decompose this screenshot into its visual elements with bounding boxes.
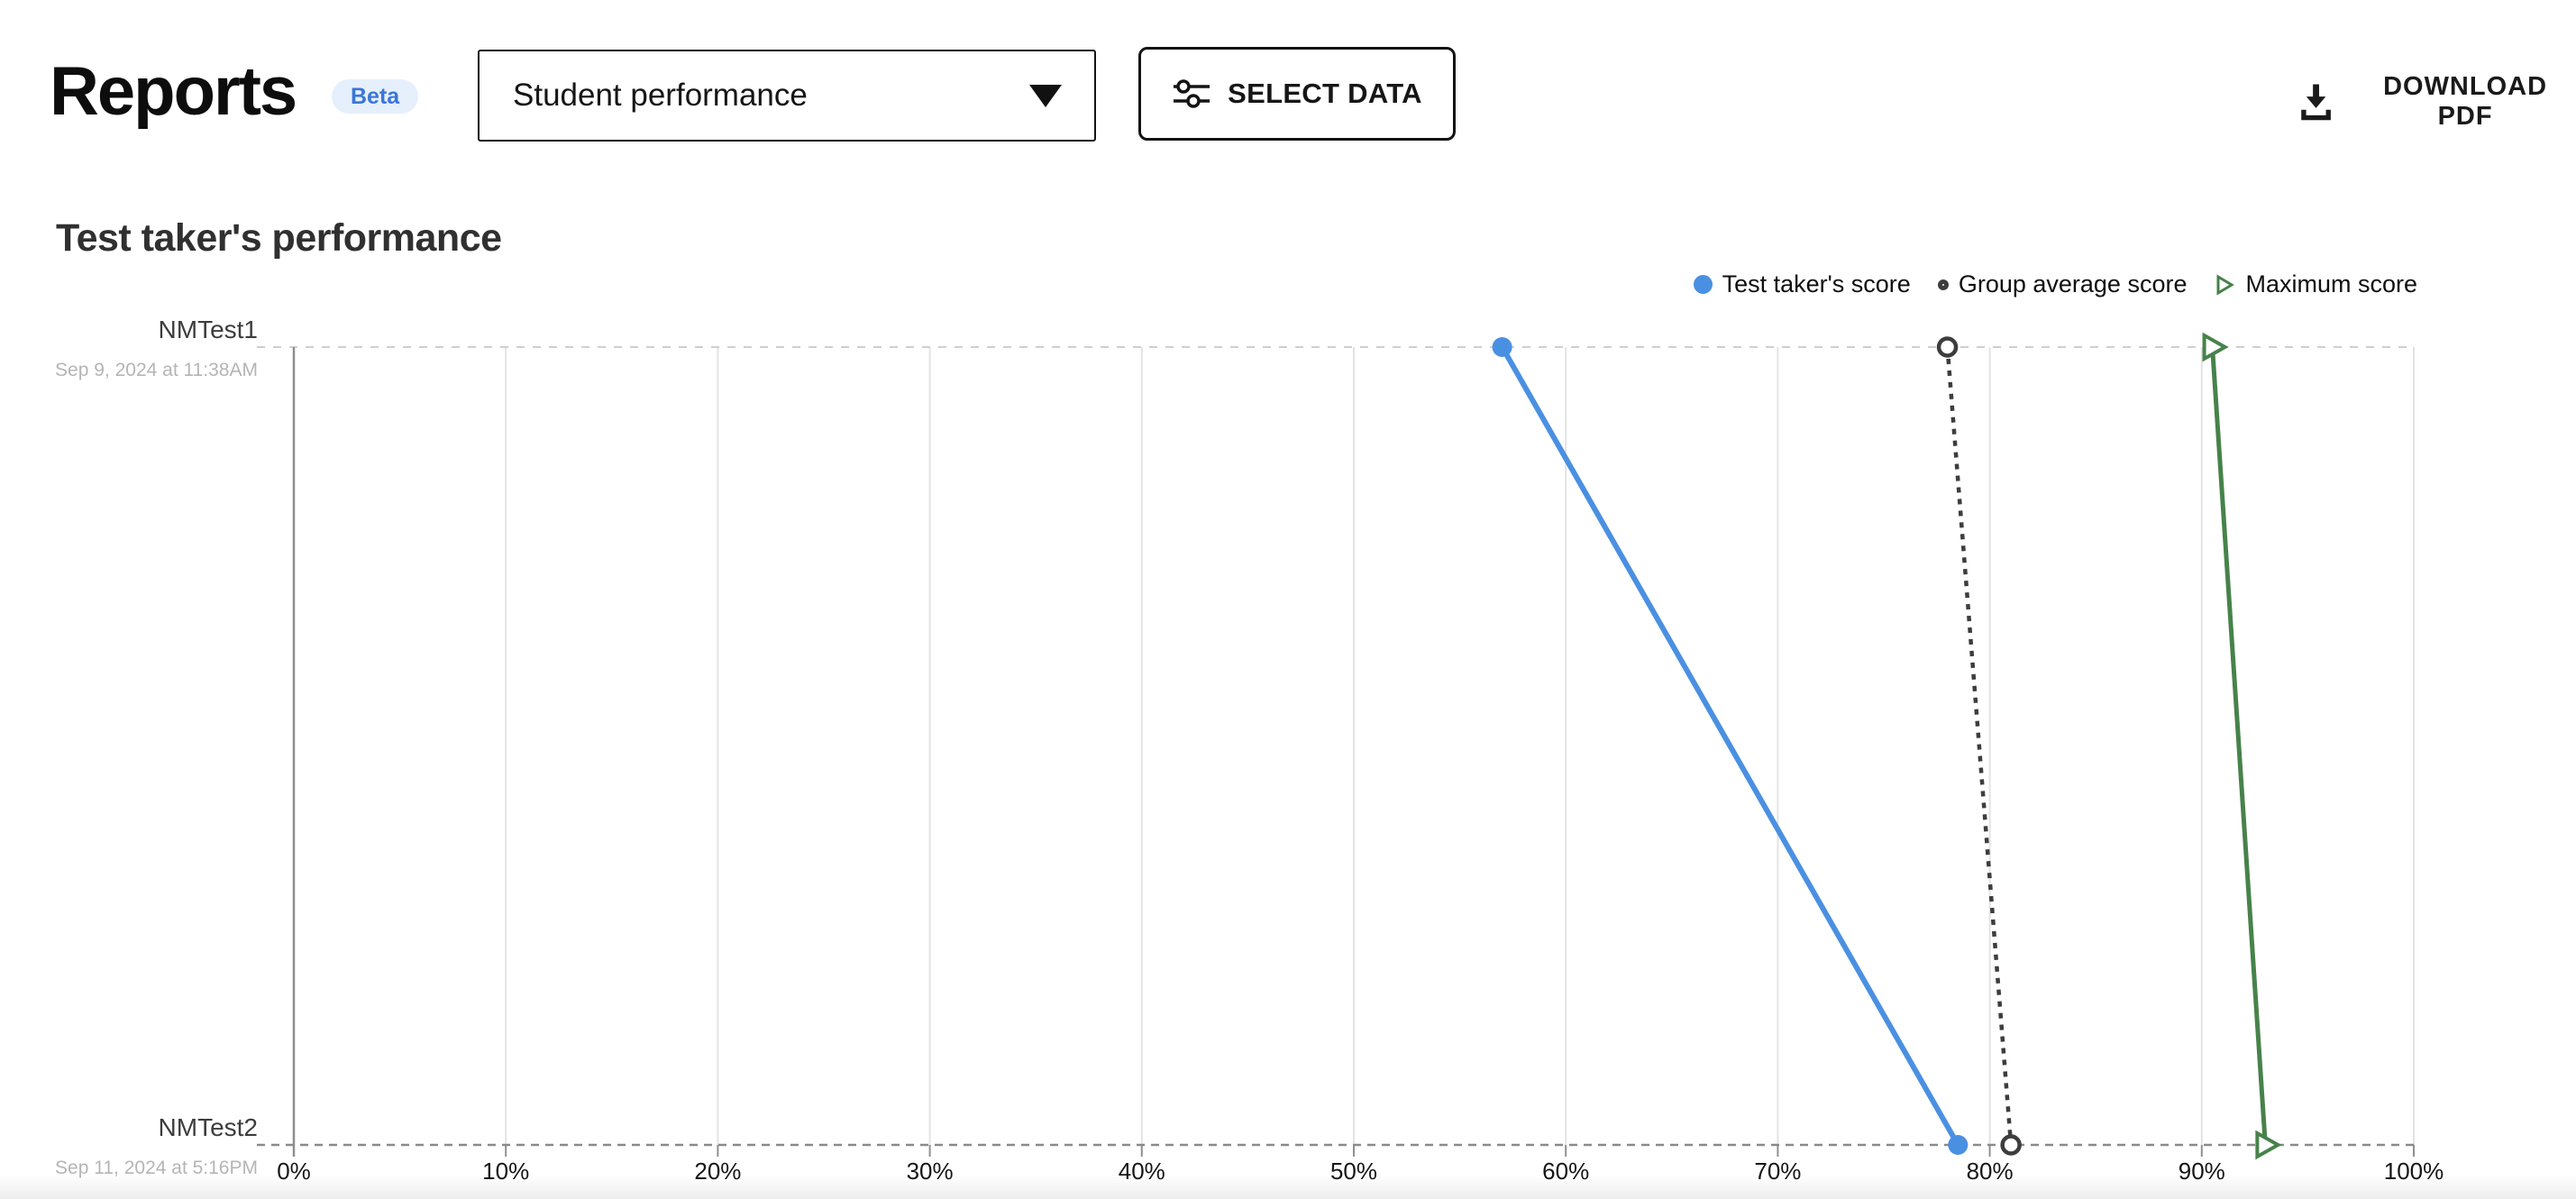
series-line: [1500, 345, 1960, 1147]
series-line: [2210, 346, 2268, 1146]
select-data-button[interactable]: SELECT DATA: [1138, 47, 1456, 141]
data-point-filled-circle[interactable]: [1492, 337, 1512, 357]
download-pdf-label: DOWNLOAD PDF: [2383, 72, 2548, 131]
legend-item[interactable]: Test taker's score: [1693, 270, 1911, 298]
sliders-icon: [1174, 79, 1210, 108]
data-point-open-triangle[interactable]: [2255, 1130, 2282, 1160]
report-type-dropdown[interactable]: Student performance: [478, 50, 1096, 142]
legend-label: Group average score: [1958, 270, 2188, 297]
download-pdf-button[interactable]: DOWNLOAD PDF: [2300, 72, 2576, 132]
page-title: Reports: [50, 53, 297, 130]
chevron-down-icon: [1029, 85, 1062, 107]
data-point-filled-circle[interactable]: [1948, 1135, 1969, 1155]
series-line: [1945, 346, 2014, 1146]
beta-badge: Beta: [332, 79, 419, 114]
data-point-open-triangle[interactable]: [2202, 332, 2229, 362]
select-data-label: SELECT DATA: [1228, 78, 1422, 109]
legend-item[interactable]: Maximum score: [2214, 270, 2417, 298]
chart-title: Test taker's performance: [56, 216, 502, 260]
legend-label: Maximum score: [2245, 270, 2417, 297]
open-triangle-icon: [2216, 273, 2235, 296]
report-type-value: Student performance: [513, 78, 808, 113]
chart-legend: Test taker's score Group average score Max…: [1693, 270, 2417, 298]
download-icon: [2301, 84, 2331, 121]
legend-item[interactable]: Group average score: [1937, 270, 2188, 298]
page-bottom-shadow: [0, 1174, 2576, 1199]
data-point-open-circle[interactable]: [1936, 336, 1959, 358]
data-point-open-circle[interactable]: [2000, 1134, 2022, 1156]
open-circle-icon: [1937, 279, 1949, 290]
filled-circle-icon: [1693, 275, 1713, 294]
legend-label: Test taker's score: [1722, 270, 1911, 297]
